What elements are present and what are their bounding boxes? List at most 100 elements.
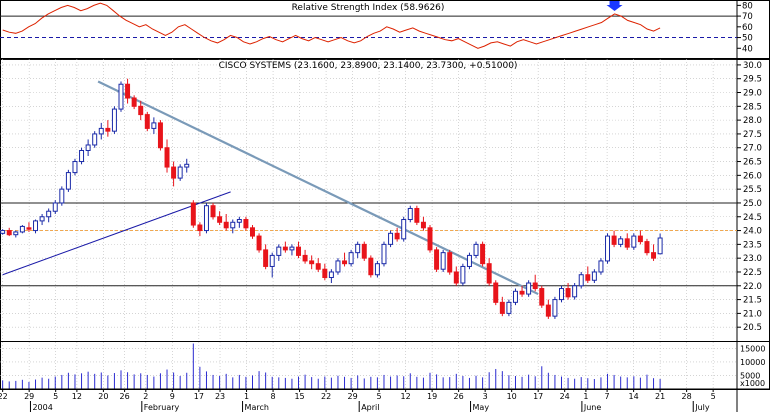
date-tick-label: 1 [244,392,249,401]
date-tick-label: 21 [655,392,665,401]
candle-up [466,254,472,267]
date-tick-label: 5 [377,392,382,401]
candle-down [394,232,400,240]
candle-up [559,288,564,301]
price-tick-label: 29.0 [743,89,762,99]
candle-up [512,290,518,303]
candle-down [539,288,545,306]
candle-up [598,260,604,273]
candle-down [651,252,657,259]
candle-down [263,249,269,267]
candle-down [250,227,255,237]
date-tick-label: 5 [711,392,716,401]
candle-up [39,216,45,222]
month-label: 2004 [32,403,52,412]
date-tick-label: 28 [682,392,692,401]
candle-down [499,301,505,314]
candle-down [493,282,499,303]
price-title: CISCO SYSTEMS (23.1600, 23.8900, 23.1400… [219,61,518,71]
date-tick-label: 29 [24,392,34,401]
downtrend-line [97,80,539,296]
candle-down [414,207,420,223]
candle-down [217,216,223,223]
candle-up [276,246,282,256]
candle-down [420,221,426,229]
date-tick-label: 29 [347,392,357,401]
candle-up [79,149,85,163]
candle-up [440,252,446,270]
date-tick-label: 20 [98,392,108,401]
candle-up [591,271,597,281]
candle-up [72,161,78,174]
candle-down [243,219,249,229]
candle-down [171,166,177,179]
price-tick-label: 23.0 [743,254,762,264]
candle-down [282,246,288,251]
candle-down [164,147,170,168]
candle-up [177,166,183,179]
candle-down [342,260,348,265]
candle-down [26,227,32,230]
rsi-tick-label: 80 [742,1,753,11]
candle-down [138,105,144,116]
price-tick-label: 25.0 [743,199,762,209]
candle-down [519,290,525,295]
candle-up [236,219,242,223]
candle-up [657,237,663,255]
date-tick-label: 7 [605,392,610,401]
candle-up [46,210,52,218]
date-tick-label: 22 [0,392,8,401]
candle-down [486,263,492,284]
date-tick-label: 26 [120,392,130,401]
rsi-tick-label: 40 [742,44,753,54]
volume-tick-label: 15000 [740,344,765,353]
date-tick-label: 26 [454,392,464,401]
month-label: June [583,403,602,412]
candle-up [605,235,611,262]
price-tick-label: 24.0 [743,227,762,237]
candle-up [618,238,624,245]
candle-up [52,202,58,212]
candle-up [98,127,104,135]
date-tick-label: 15 [294,392,304,401]
candle-up [526,282,532,295]
date-tick-label: 17 [194,392,204,401]
candle-down [565,288,571,298]
volume-tick-label: 5000 [740,371,760,380]
candle-down [322,268,328,278]
price-tick-label: 29.5 [743,75,762,85]
candle-up [19,225,25,233]
candle-up [348,252,354,265]
candle-up [184,163,190,168]
candle-up [111,108,117,132]
candle-up [552,299,558,317]
date-tick-label: 19 [427,392,437,401]
candle-up [335,260,341,273]
date-tick-label: 1 [583,392,588,401]
price-tick-label: 26.0 [743,171,762,181]
candle-down [447,252,453,273]
candle-down [611,235,617,245]
candle-down [585,274,591,281]
candle-down [532,282,538,290]
price-tick-label: 27.0 [743,144,762,154]
rsi-title: Relative Strength Index (58.9626) [292,3,445,13]
candle-down [302,254,308,262]
volume-tick-label: 10000 [740,358,765,367]
candle-up [0,230,6,234]
candle-up [473,243,479,256]
candle-down [256,235,262,251]
candle-up [631,235,637,248]
candle-down [644,241,650,254]
candle-up [151,122,157,129]
candle-down [624,238,630,248]
candle-up [118,83,124,110]
candle-down [434,249,440,270]
candle-up [401,219,407,240]
candle-up [65,172,71,190]
month-label: May [473,403,490,412]
date-tick-label: 23 [215,392,225,401]
candle-down [105,127,111,132]
price-tick-label: 21.0 [743,309,762,319]
